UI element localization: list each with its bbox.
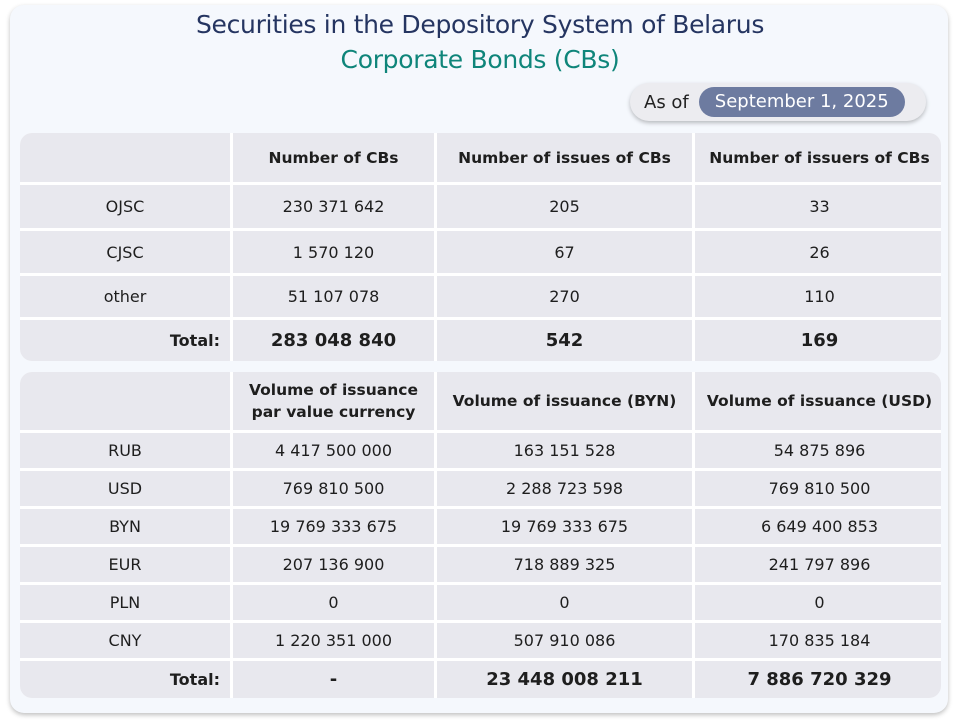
total-label: Total: bbox=[20, 661, 230, 698]
total-cell: 283 048 840 bbox=[233, 320, 434, 361]
table-cell: 0 bbox=[695, 585, 941, 620]
row-label: USD bbox=[20, 471, 230, 506]
table-cell: 6 649 400 853 bbox=[695, 509, 941, 544]
row-label: PLN bbox=[20, 585, 230, 620]
column-header bbox=[20, 372, 230, 430]
as-of-date: September 1, 2025 bbox=[698, 87, 905, 117]
total-cell: 23 448 008 211 bbox=[437, 661, 692, 698]
table-cell: 205 bbox=[437, 185, 692, 228]
table-cell: 241 797 896 bbox=[695, 547, 941, 582]
column-header: Volume of issuance (BYN) bbox=[437, 372, 692, 430]
page-subtitle: Corporate Bonds (CBs) bbox=[340, 45, 620, 74]
table-cell: 54 875 896 bbox=[695, 433, 941, 468]
table-cell: 507 910 086 bbox=[437, 623, 692, 658]
table-cell: 1 220 351 000 bbox=[233, 623, 434, 658]
table-cell: 51 107 078 bbox=[233, 276, 434, 317]
table-cell: 207 136 900 bbox=[233, 547, 434, 582]
table-cell: 718 889 325 bbox=[437, 547, 692, 582]
table-cell: 163 151 528 bbox=[437, 433, 692, 468]
page-title: Securities in the Depository System of B… bbox=[195, 10, 765, 39]
row-label: other bbox=[20, 276, 230, 317]
row-label: BYN bbox=[20, 509, 230, 544]
table-cell: 1 570 120 bbox=[233, 231, 434, 273]
table-cell: 4 417 500 000 bbox=[233, 433, 434, 468]
table-cell: 19 769 333 675 bbox=[233, 509, 434, 544]
column-header: Volume of issuance par value currency bbox=[233, 372, 434, 430]
column-header: Number of issues of CBs bbox=[437, 133, 692, 182]
cb-volume-table: Volume of issuance par value currency Vol… bbox=[20, 372, 941, 698]
table-cell: 2 288 723 598 bbox=[437, 471, 692, 506]
table-cell: 270 bbox=[437, 276, 692, 317]
table-cell: 769 810 500 bbox=[233, 471, 434, 506]
row-label: CNY bbox=[20, 623, 230, 658]
as-of-label: As of bbox=[644, 91, 689, 113]
table-cell: 19 769 333 675 bbox=[437, 509, 692, 544]
total-cell: - bbox=[233, 661, 434, 698]
table-cell: 33 bbox=[695, 185, 941, 228]
total-cell: 7 886 720 329 bbox=[695, 661, 941, 698]
row-label: CJSC bbox=[20, 231, 230, 273]
table-cell: 230 371 642 bbox=[233, 185, 434, 228]
column-header: Number of CBs bbox=[233, 133, 434, 182]
column-header: Number of issuers of CBs bbox=[695, 133, 941, 182]
row-label: OJSC bbox=[20, 185, 230, 228]
table-cell: 0 bbox=[233, 585, 434, 620]
table-cell: 26 bbox=[695, 231, 941, 273]
table-cell: 0 bbox=[437, 585, 692, 620]
as-of-badge: As of September 1, 2025 bbox=[630, 83, 926, 121]
table-cell: 67 bbox=[437, 231, 692, 273]
table-cell: 170 835 184 bbox=[695, 623, 941, 658]
table-cell: 110 bbox=[695, 276, 941, 317]
total-cell: 542 bbox=[437, 320, 692, 361]
total-label: Total: bbox=[20, 320, 230, 361]
row-label: EUR bbox=[20, 547, 230, 582]
total-cell: 169 bbox=[695, 320, 941, 361]
table-cell: 769 810 500 bbox=[695, 471, 941, 506]
cb-counts-table: Number of CBs Number of issues of CBs Numb… bbox=[20, 133, 941, 361]
column-header bbox=[20, 133, 230, 182]
row-label: RUB bbox=[20, 433, 230, 468]
column-header: Volume of issuance (USD) bbox=[695, 372, 941, 430]
